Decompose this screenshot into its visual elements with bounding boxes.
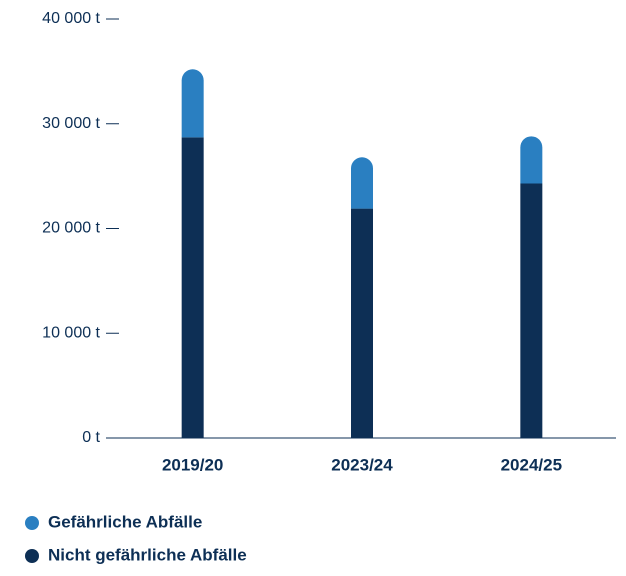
bar-segment [520,136,543,184]
y-tick-label: 20 000 t [42,220,100,237]
x-tick-label: 2023/24 [331,455,393,474]
bar-segment [351,157,373,209]
bar-segment [520,183,543,438]
bar-segment [181,137,204,438]
x-tick-label: 2019/20 [162,455,223,474]
y-tick-label: 40 000 t [42,10,100,27]
y-tick-label: 0 t [82,429,100,446]
bar-segment [351,208,373,438]
legend-marker [25,516,39,530]
x-tick-label: 2024/25 [501,455,562,474]
legend-label: Gefährliche Abfälle [48,512,202,531]
y-tick-label: 10 000 t [42,324,100,341]
bar-segment [181,69,204,138]
legend-label: Nicht gefährliche Abfälle [48,545,247,564]
legend-marker [25,549,39,563]
y-tick-label: 30 000 t [42,115,100,132]
